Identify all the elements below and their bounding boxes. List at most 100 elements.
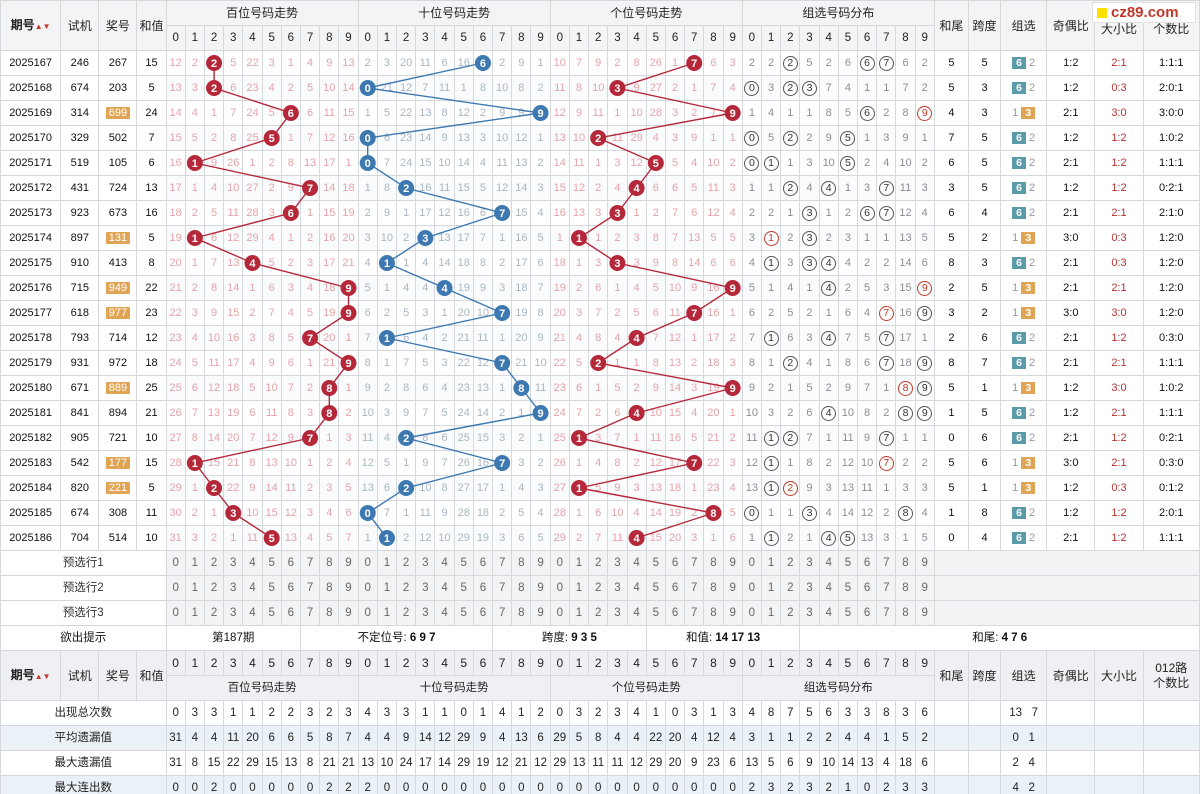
preselect-digit[interactable]: 1: [376, 550, 398, 576]
preselect-digit[interactable]: 9: [530, 575, 551, 601]
preselect-digit[interactable]: 3: [607, 600, 628, 626]
preselect-digit[interactable]: 2: [396, 600, 417, 626]
preselect-digit[interactable]: 2: [203, 600, 225, 626]
preselect-digit[interactable]: 7: [684, 575, 705, 601]
preselect-digit[interactable]: 0: [549, 575, 570, 601]
preselect-digit[interactable]: 2: [203, 550, 225, 576]
preselect-digit[interactable]: 8: [703, 550, 724, 576]
preselect-digit[interactable]: 0: [741, 600, 762, 626]
preselect-digit[interactable]: 8: [895, 575, 916, 601]
preselect-digit[interactable]: 2: [780, 600, 801, 626]
preselect-digit[interactable]: 0: [741, 575, 762, 601]
preselect-digit[interactable]: 5: [837, 600, 859, 626]
preselect-digit[interactable]: 9: [914, 550, 935, 576]
preselect-digit[interactable]: 5: [453, 600, 474, 626]
preselect-digit[interactable]: 7: [492, 550, 513, 576]
preselect-digit[interactable]: 1: [568, 600, 590, 626]
preselect-digit[interactable]: 0: [741, 550, 762, 576]
preselect-digit[interactable]: 6: [280, 575, 301, 601]
preselect-digit[interactable]: 7: [299, 575, 321, 601]
preselect-digit[interactable]: 0: [357, 550, 378, 576]
preselect-digit[interactable]: 7: [876, 550, 897, 576]
preselect-digit[interactable]: 6: [664, 575, 686, 601]
preselect-digit[interactable]: 8: [319, 600, 340, 626]
preselect-digit[interactable]: 4: [818, 600, 839, 626]
preselect-digit[interactable]: 4: [626, 600, 647, 626]
preselect-digit[interactable]: 4: [626, 550, 647, 576]
preselect-digit[interactable]: 7: [299, 550, 321, 576]
preselect-digit[interactable]: 6: [856, 550, 878, 576]
preselect-digit[interactable]: 5: [837, 575, 859, 601]
site-logo[interactable]: cz89.com: [1092, 2, 1196, 23]
preselect-digit[interactable]: 8: [511, 600, 532, 626]
preselect-digit[interactable]: 4: [434, 550, 455, 576]
preselect-digit[interactable]: 5: [645, 550, 666, 576]
preselect-digit[interactable]: 2: [780, 575, 801, 601]
preselect-digit[interactable]: 8: [703, 600, 724, 626]
preselect-digit[interactable]: 9: [338, 550, 359, 576]
preselect-digit[interactable]: 6: [472, 600, 494, 626]
preselect-digit[interactable]: 8: [511, 550, 532, 576]
preselect-digit[interactable]: 7: [876, 575, 897, 601]
preselect-digit[interactable]: 4: [242, 600, 263, 626]
preselect-digit[interactable]: 7: [492, 600, 513, 626]
preselect-digit[interactable]: 2: [396, 550, 417, 576]
preselect-digit[interactable]: 9: [530, 600, 551, 626]
preselect-digit[interactable]: 2: [588, 550, 609, 576]
preselect-digit[interactable]: 6: [664, 600, 686, 626]
preselect-digit[interactable]: 6: [856, 600, 878, 626]
preselect-digit[interactable]: 8: [319, 550, 340, 576]
preselect-digit[interactable]: 1: [760, 600, 782, 626]
preselect-digit[interactable]: 0: [549, 600, 570, 626]
preselect-digit[interactable]: 4: [242, 550, 263, 576]
preselect-digit[interactable]: 2: [588, 600, 609, 626]
preselect-digit[interactable]: 1: [760, 550, 782, 576]
preselect-digit[interactable]: 9: [722, 550, 743, 576]
preselect-digit[interactable]: 1: [568, 550, 590, 576]
preselect-digit[interactable]: 5: [837, 550, 859, 576]
preselect-digit[interactable]: 6: [280, 550, 301, 576]
preselect-digit[interactable]: 9: [722, 575, 743, 601]
preselect-digit[interactable]: 3: [799, 575, 820, 601]
preselect-digit[interactable]: 3: [415, 600, 436, 626]
preselect-digit[interactable]: 8: [895, 550, 916, 576]
preselect-digit[interactable]: 3: [415, 550, 436, 576]
preselect-digit[interactable]: 8: [895, 600, 916, 626]
preselect-digit[interactable]: 2: [780, 550, 801, 576]
preselect-digit[interactable]: 4: [626, 575, 647, 601]
preselect-digit[interactable]: 1: [760, 575, 782, 601]
preselect-digit[interactable]: 5: [645, 575, 666, 601]
preselect-digit[interactable]: 0: [165, 575, 186, 601]
preselect-digit[interactable]: 6: [664, 550, 686, 576]
preselect-digit[interactable]: 6: [472, 575, 494, 601]
preselect-digit[interactable]: 1: [184, 550, 205, 576]
preselect-digit[interactable]: 4: [434, 600, 455, 626]
preselect-digit[interactable]: 5: [645, 600, 666, 626]
preselect-digit[interactable]: 7: [299, 600, 321, 626]
preselect-digit[interactable]: 5: [261, 550, 282, 576]
preselect-digit[interactable]: 8: [511, 575, 532, 601]
preselect-digit[interactable]: 7: [684, 550, 705, 576]
preselect-digit[interactable]: 8: [703, 575, 724, 601]
preselect-digit[interactable]: 7: [684, 600, 705, 626]
preselect-digit[interactable]: 4: [242, 575, 263, 601]
preselect-digit[interactable]: 3: [223, 550, 244, 576]
preselect-digit[interactable]: 0: [165, 550, 186, 576]
preselect-digit[interactable]: 1: [184, 600, 205, 626]
preselect-digit[interactable]: 1: [568, 575, 590, 601]
preselect-digit[interactable]: 0: [357, 600, 378, 626]
preselect-digit[interactable]: 3: [799, 600, 820, 626]
preselect-digit[interactable]: 8: [319, 575, 340, 601]
preselect-digit[interactable]: 6: [856, 575, 878, 601]
preselect-digit[interactable]: 7: [492, 575, 513, 601]
preselect-digit[interactable]: 9: [530, 550, 551, 576]
preselect-digit[interactable]: 0: [357, 575, 378, 601]
preselect-digit[interactable]: 6: [280, 600, 301, 626]
preselect-digit[interactable]: 9: [722, 600, 743, 626]
preselect-digit[interactable]: 9: [338, 600, 359, 626]
preselect-digit[interactable]: 5: [261, 575, 282, 601]
preselect-digit[interactable]: 6: [472, 550, 494, 576]
preselect-digit[interactable]: 5: [261, 600, 282, 626]
preselect-digit[interactable]: 4: [434, 575, 455, 601]
preselect-digit[interactable]: 5: [453, 575, 474, 601]
